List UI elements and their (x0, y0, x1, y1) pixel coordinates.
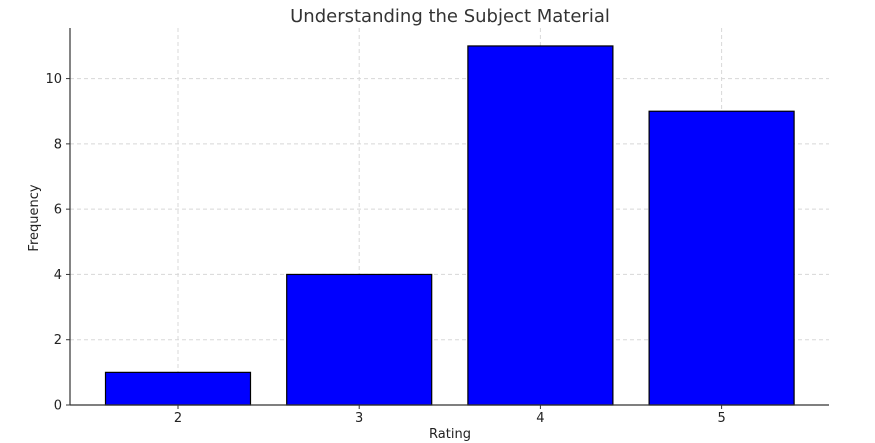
chart-title: Understanding the Subject Material (290, 6, 610, 27)
bar-3 (286, 273, 433, 406)
bar-4 (467, 45, 614, 406)
x-tick-label-3: 3 (355, 411, 363, 426)
y-tick-label-2: 2 (54, 333, 62, 348)
y-tick-label-10: 10 (45, 72, 62, 87)
x-axis-ticks: 2 3 4 5 (174, 405, 726, 426)
x-axis-label: Rating (429, 427, 471, 442)
bar-2 (104, 371, 252, 406)
y-axis-label: Frequency (27, 184, 42, 251)
y-axis-ticks: 0 2 4 6 8 10 (45, 72, 70, 414)
bars (104, 45, 795, 406)
x-tick-label-4: 4 (536, 411, 544, 426)
axes (69, 28, 829, 406)
x-tick-label-2: 2 (174, 411, 182, 426)
y-tick-label-6: 6 (54, 203, 62, 218)
y-tick-label-8: 8 (54, 137, 62, 152)
bar-5 (648, 110, 795, 406)
x-tick-label-5: 5 (717, 411, 725, 426)
y-tick-label-0: 0 (54, 399, 62, 414)
y-tick-label-4: 4 (54, 268, 62, 283)
